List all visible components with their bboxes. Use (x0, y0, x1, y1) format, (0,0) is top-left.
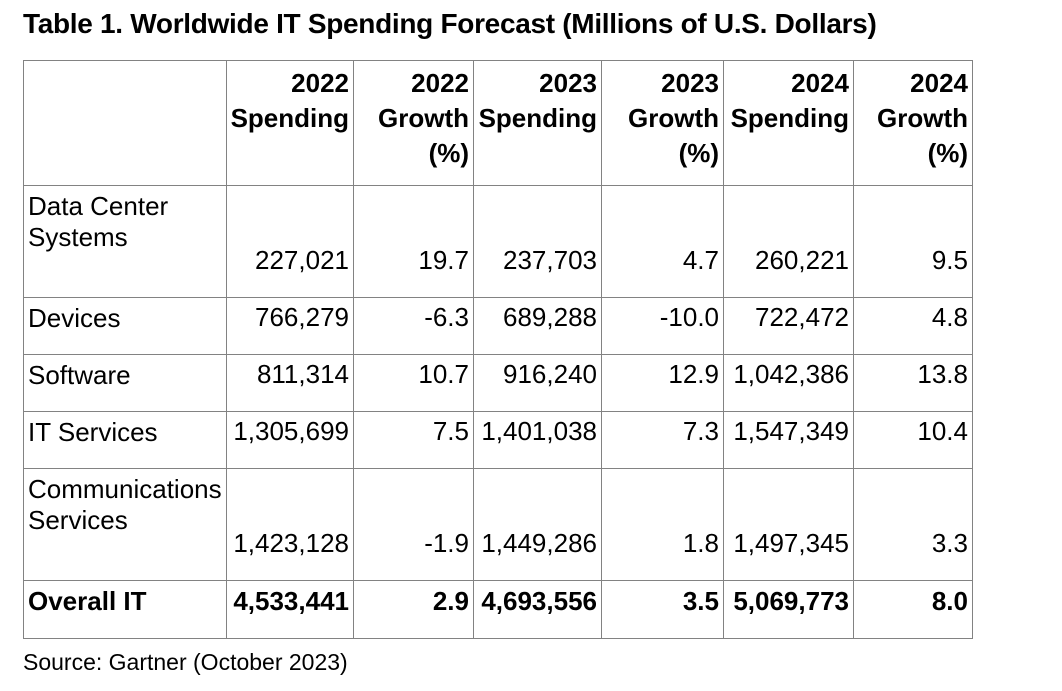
table-cell: 227,021 (226, 185, 354, 298)
table-header-row: 2022 Spending 2022 Growth (%) 2023 Spend… (23, 60, 973, 186)
row-label: Data Center Systems (23, 185, 227, 298)
table-cell: 1,449,286 (473, 468, 602, 581)
header-2022-growth: 2022 Growth (%) (353, 60, 474, 186)
row-label: Communications Services (23, 468, 227, 581)
table-cell: 1,423,128 (226, 468, 354, 581)
header-2023-spending: 2023 Spending (473, 60, 602, 186)
source-attribution: Source: Gartner (October 2023) (23, 649, 348, 675)
table-cell: 260,221 (723, 185, 854, 298)
table-cell: -1.9 (353, 468, 474, 581)
table-cell: 1,042,386 (723, 354, 854, 412)
table-cell: 9.5 (853, 185, 973, 298)
row-data-center-systems: Data Center Systems 227,021 19.7 237,703… (23, 185, 973, 298)
table-cell: 10.4 (853, 411, 973, 469)
table-cell: 13.8 (853, 354, 973, 412)
table-cell: 7.5 (353, 411, 474, 469)
row-software: Software 811,314 10.7 916,240 12.9 1,042… (23, 354, 973, 412)
table-cell: 5,069,773 (723, 580, 854, 639)
header-corner-cell (23, 60, 227, 186)
table-cell: 7.3 (601, 411, 724, 469)
row-communications-services: Communications Services 1,423,128 -1.9 1… (23, 468, 973, 581)
table-cell: 3.5 (601, 580, 724, 639)
table-cell: 766,279 (226, 297, 354, 355)
table-cell: -10.0 (601, 297, 724, 355)
header-2023-growth: 2023 Growth (%) (601, 60, 724, 186)
table-cell: 4,693,556 (473, 580, 602, 639)
row-overall-it-total: Overall IT 4,533,441 2.9 4,693,556 3.5 5… (23, 580, 973, 639)
table-cell: 19.7 (353, 185, 474, 298)
table-cell: 4,533,441 (226, 580, 354, 639)
table-cell: 722,472 (723, 297, 854, 355)
table-cell: 10.7 (353, 354, 474, 412)
row-label: IT Services (23, 411, 227, 469)
table-cell: 4.8 (853, 297, 973, 355)
table-cell: 1,305,699 (226, 411, 354, 469)
header-2022-spending: 2022 Spending (226, 60, 354, 186)
header-2024-spending: 2024 Spending (723, 60, 854, 186)
table-cell: 4.7 (601, 185, 724, 298)
row-devices: Devices 766,279 -6.3 689,288 -10.0 722,4… (23, 297, 973, 355)
it-spending-forecast-table: 2022 Spending 2022 Growth (%) 2023 Spend… (23, 60, 973, 639)
table-cell: 916,240 (473, 354, 602, 412)
table-cell: -6.3 (353, 297, 474, 355)
table-cell: 811,314 (226, 354, 354, 412)
table-cell: 1,497,345 (723, 468, 854, 581)
table-cell: 12.9 (601, 354, 724, 412)
table-cell: 3.3 (853, 468, 973, 581)
table-cell: 689,288 (473, 297, 602, 355)
table-cell: 2.9 (353, 580, 474, 639)
table-cell: 8.0 (853, 580, 973, 639)
table-cell: 237,703 (473, 185, 602, 298)
header-2024-growth: 2024 Growth (%) (853, 60, 973, 186)
row-label: Devices (23, 297, 227, 355)
row-label: Software (23, 354, 227, 412)
table-cell: 1,401,038 (473, 411, 602, 469)
table-cell: 1,547,349 (723, 411, 854, 469)
table-title: Table 1. Worldwide IT Spending Forecast … (23, 8, 877, 39)
row-label: Overall IT (23, 580, 227, 639)
row-it-services: IT Services 1,305,699 7.5 1,401,038 7.3 … (23, 411, 973, 469)
table-cell: 1.8 (601, 468, 724, 581)
